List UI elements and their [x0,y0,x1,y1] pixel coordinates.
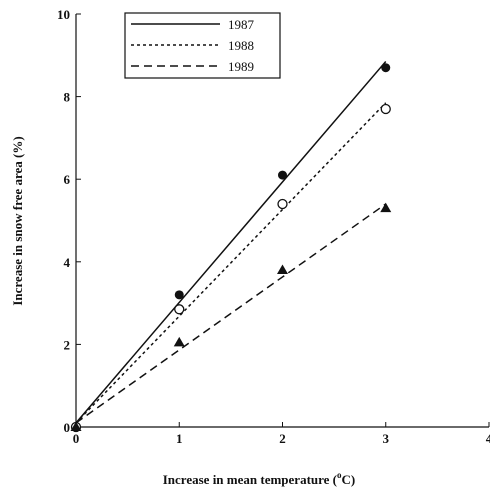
x-axis-title: Increase in mean temperature (oC) [163,470,355,487]
data-point-1988 [174,304,185,315]
y-tick-label: 8 [64,90,71,105]
legend-label-1989: 1989 [228,59,254,74]
legend-box [124,12,281,79]
y-tick-label: 10 [57,7,70,22]
data-point-1987 [381,63,391,73]
fit-line-1989 [75,203,387,424]
fit-lines [75,61,387,424]
y-tick-label: 6 [64,172,71,187]
y-tick-label: 0 [64,420,71,435]
y-tick-label: 4 [64,255,71,270]
data-point-1989 [173,336,185,347]
markers [70,63,392,433]
x-tick-label: 1 [176,431,183,446]
data-point-1988 [277,198,288,210]
data-point-1989 [380,202,392,213]
x-axis-title-unit: C) [342,472,356,487]
x-tick-label: 4 [486,431,490,446]
ticks: 0 1 2 3 4 0 2 4 6 8 10 [57,7,490,446]
data-point-1989 [70,421,82,431]
legend-label-1987: 1987 [228,17,255,32]
fit-line-1987 [75,61,387,424]
y-axis-title: Increase in snow free area (%) [10,136,25,305]
x-tick-label: 0 [73,431,80,446]
y-tick-label: 2 [64,337,71,352]
data-point-1988 [380,103,391,115]
data-point-1987 [278,170,287,180]
data-point-1987 [174,290,184,300]
x-axis-title-degree: o [337,470,342,480]
x-tick-label: 2 [279,431,286,446]
data-point-1989 [277,264,288,275]
legend-label-1988: 1988 [228,38,254,53]
x-axis-title-main: Increase in mean temperature ( [163,472,337,487]
x-tick-label: 3 [383,431,390,446]
fit-line-1988 [75,102,387,424]
legend: 1987 1988 1989 [124,12,281,79]
